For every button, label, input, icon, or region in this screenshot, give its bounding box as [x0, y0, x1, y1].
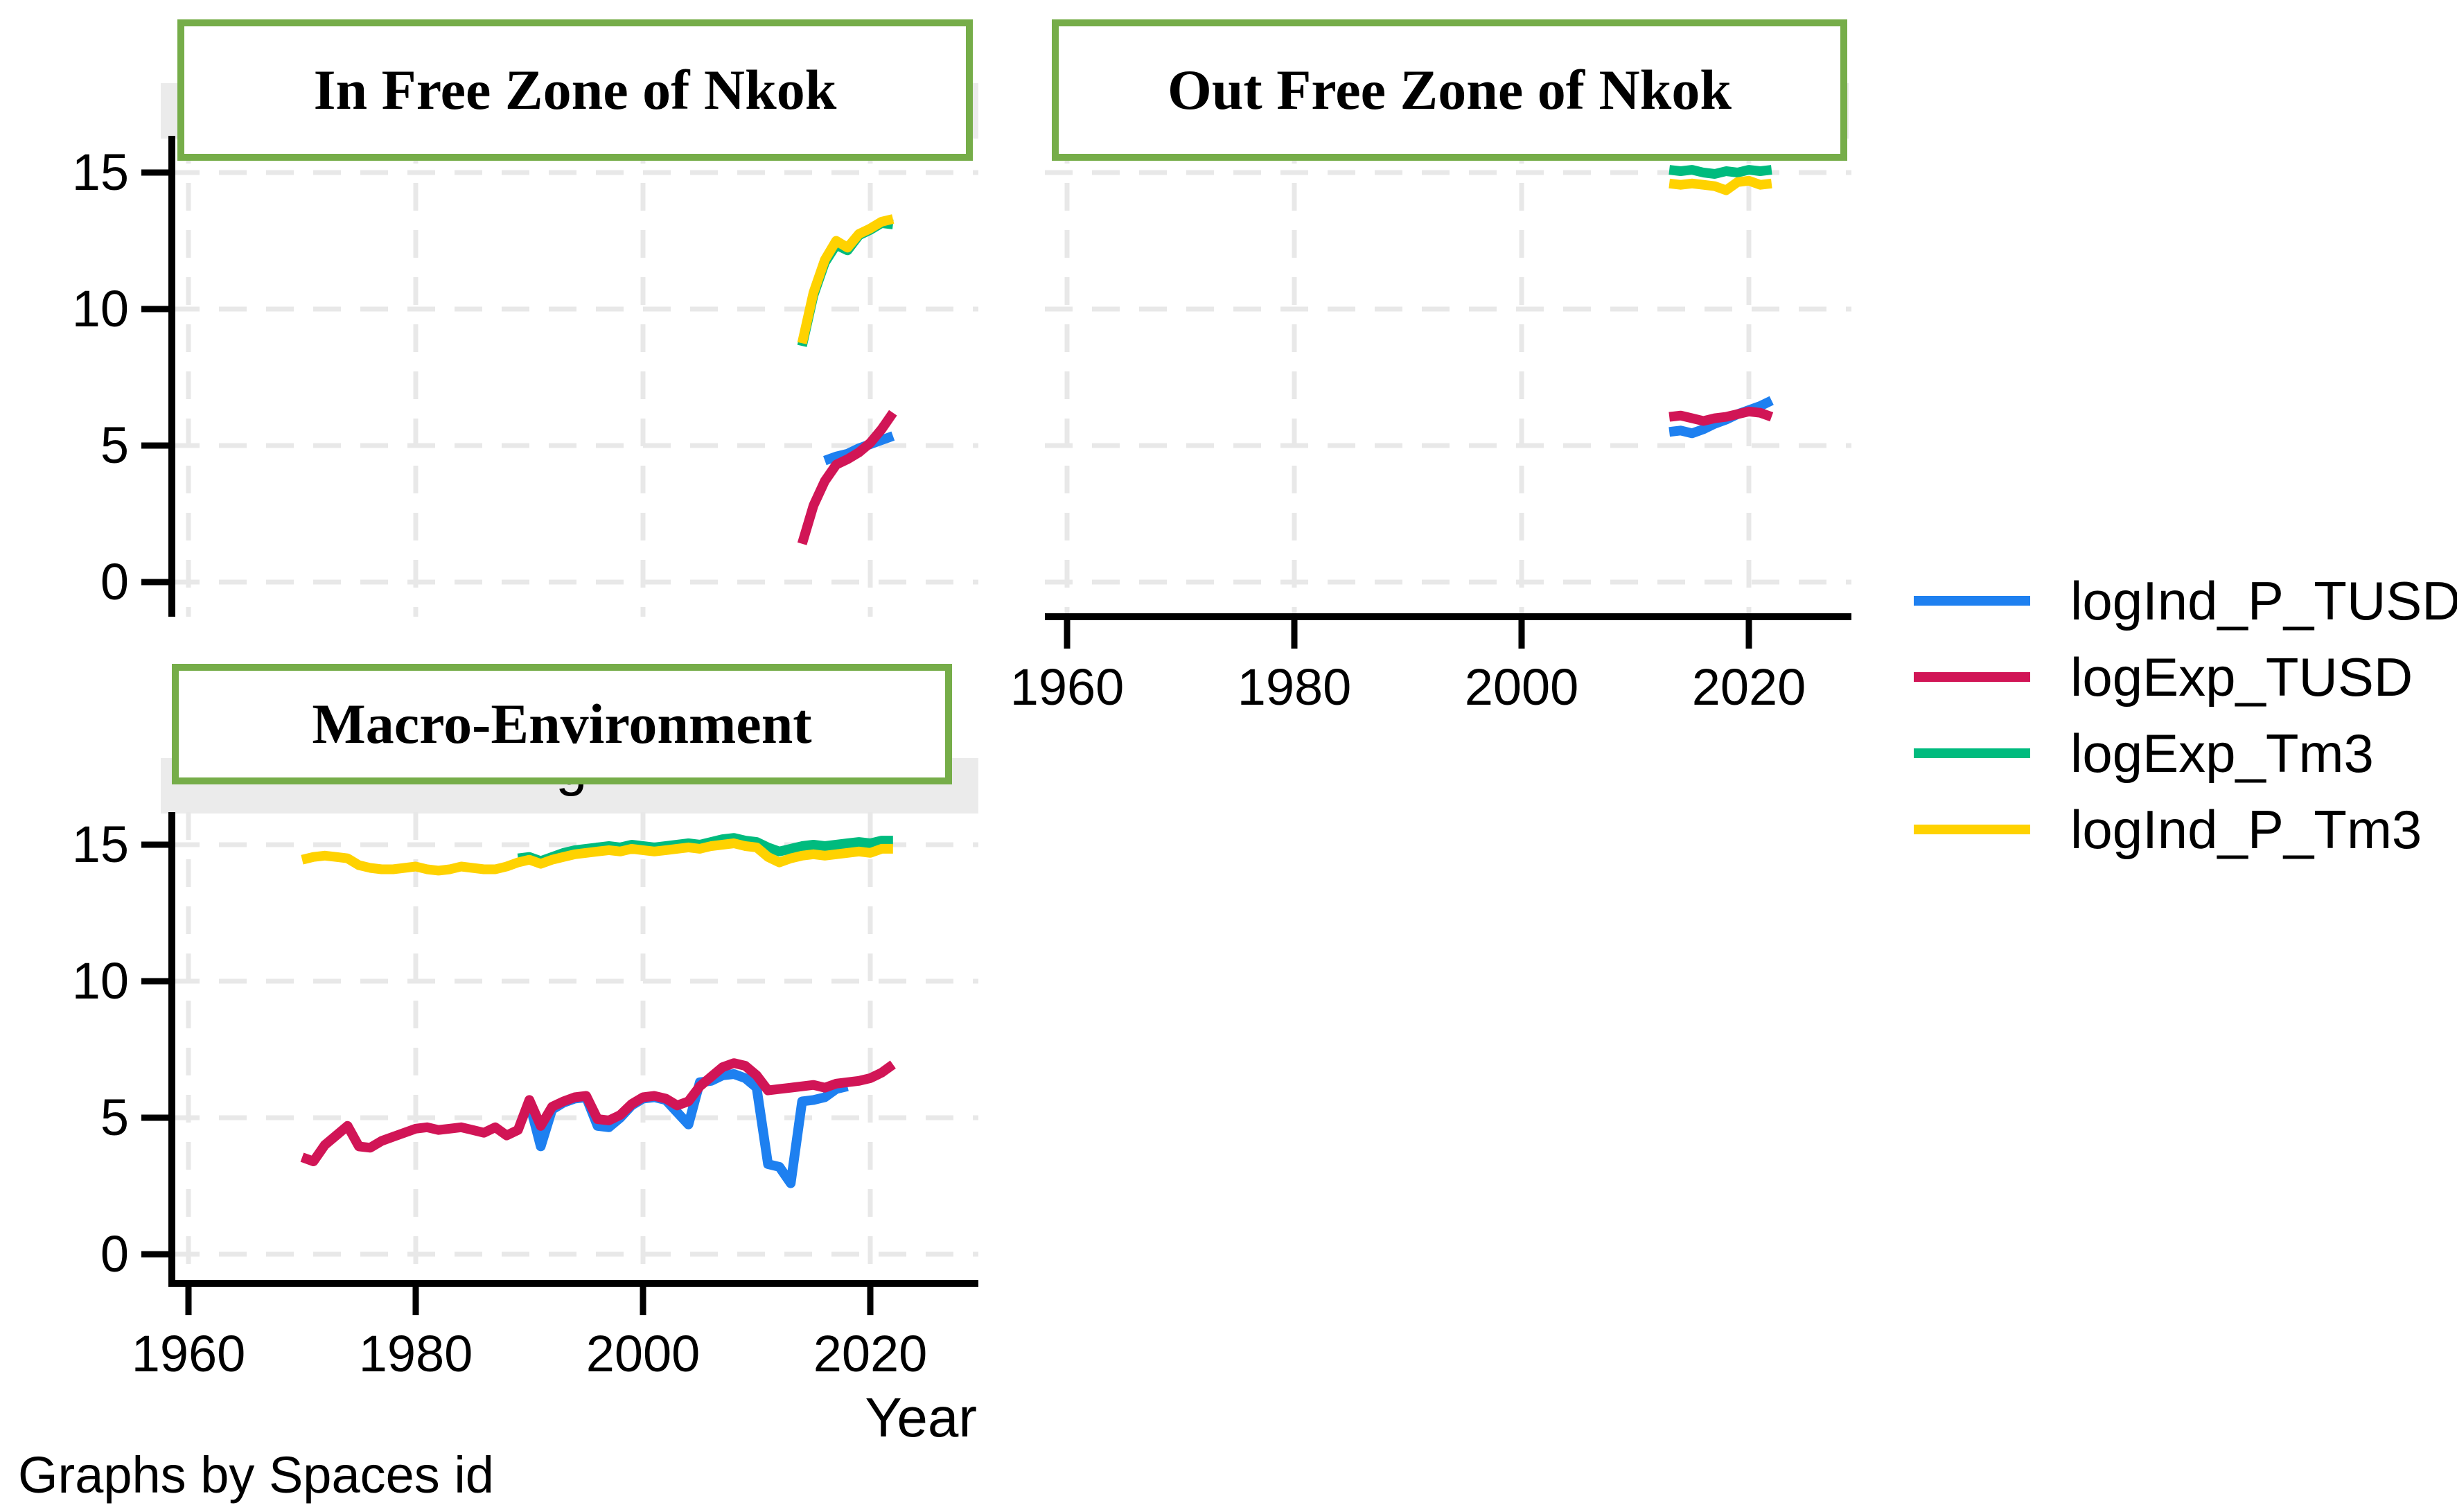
panel-title: Out Free Zone of Nkok [1168, 58, 1732, 121]
panel-macro-environment [141, 812, 978, 1315]
legend-row: logInd_P_TUSD [1914, 563, 2457, 639]
series-line-logExp_TUSD [797, 410, 897, 545]
y-tick-label: 15 [71, 816, 129, 873]
legend-label: logExp_TUSD [2070, 646, 2413, 707]
panel-title-box-in-free-zone: In Free Zone of Nkok [177, 19, 973, 161]
credits-note: Graphs by Spaces id [18, 1446, 494, 1504]
y-tick-label: 5 [100, 1089, 129, 1146]
panel-title: Macro-Environment [312, 692, 812, 755]
legend-label: logExp_Tm3 [2070, 722, 2374, 784]
x-tick-label: 2000 [585, 1325, 701, 1382]
series-line-logInd_P_Tm3 [797, 214, 895, 344]
y-tick-label: 10 [71, 280, 129, 337]
panel-title: In Free Zone of Nkok [313, 58, 837, 121]
legend-label: logInd_P_TUSD [2070, 570, 2457, 631]
x-tick-label: 2000 [1464, 658, 1579, 716]
x-tick-label: 2020 [1691, 658, 1806, 716]
series-line-logExp_TUSD [300, 1058, 896, 1166]
x-tick-label: 1960 [1010, 658, 1125, 716]
y-tick-label: 5 [100, 416, 129, 474]
series-line-logExp_TUSD [1668, 406, 1774, 426]
legend-line-swatch [1914, 748, 2030, 758]
legend-row: logExp_Tm3 [1914, 715, 2457, 791]
series-line-logInd_P_Tm3 [301, 838, 893, 876]
y-tick-label: 15 [71, 143, 129, 201]
x-tick-label: 1960 [131, 1325, 246, 1382]
legend-line-swatch [1914, 596, 2030, 606]
legend-row: logInd_P_Tm3 [1914, 791, 2457, 868]
y-tick-label: 0 [100, 553, 129, 610]
x-tick-label: 2020 [813, 1325, 928, 1382]
y-tick-label: 0 [100, 1225, 129, 1283]
panel-title-box-out-free-zone: Out Free Zone of Nkok [1052, 19, 1847, 161]
legend: logInd_P_TUSD logExp_TUSD logExp_Tm3 logInd… [1914, 563, 2457, 868]
panel-out-free-zone [1045, 136, 1851, 649]
series-line-logExp_Tm3 [1668, 165, 1772, 179]
x-tick-label: 1980 [1237, 658, 1352, 716]
legend-row: logExp_TUSD [1914, 639, 2457, 715]
x-axis-label: Year [865, 1387, 977, 1448]
legend-label: logInd_P_Tm3 [2070, 798, 2422, 860]
panel-in-free-zone [141, 136, 978, 617]
legend-line-swatch [1914, 825, 2030, 834]
series-line-logInd_P_Tm3 [1668, 175, 1772, 195]
panel-title-box-macro-environment: Macro-Environment [172, 664, 952, 784]
legend-line-swatch [1914, 672, 2030, 682]
y-tick-label: 10 [71, 952, 129, 1010]
x-tick-label: 1980 [358, 1325, 473, 1382]
